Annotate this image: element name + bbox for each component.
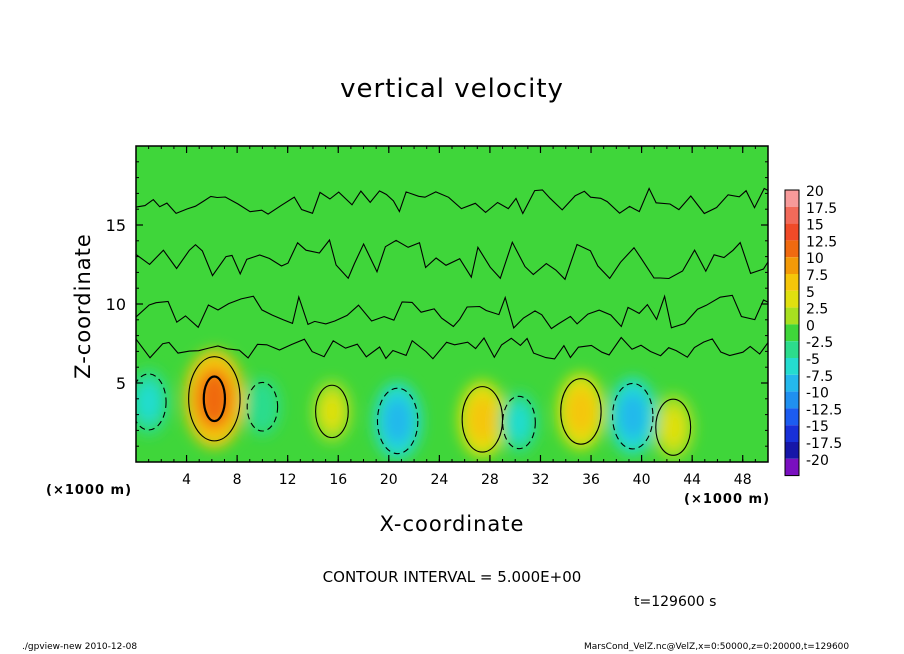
field-blob-core [566, 388, 596, 435]
colorbar-swatch [785, 442, 799, 459]
footer-left: ./gpview-new 2010-12-08 [22, 642, 138, 652]
colorbar-label: 15 [806, 218, 824, 234]
plot-area [136, 146, 768, 462]
contour-line [376, 387, 419, 455]
x-tick-label: 32 [532, 472, 550, 488]
colorbar-swatch [785, 425, 799, 442]
x-tick-label: 8 [233, 472, 242, 488]
x-tick-label: 24 [430, 472, 448, 488]
field-blob-core [320, 392, 344, 430]
time-stamp: t=129600 s [634, 594, 717, 610]
contour-line [560, 378, 602, 445]
colorbar-frame [784, 189, 800, 477]
contour-line [655, 398, 692, 456]
x-tick-label: 16 [329, 472, 347, 488]
colorbar-label: -17.5 [806, 436, 842, 452]
colorbar-swatch [785, 223, 799, 241]
colorbar-label: -5 [806, 352, 820, 368]
field-blob-core [383, 397, 412, 445]
contour-line-strong [202, 375, 227, 423]
colorbar-swatch [785, 458, 799, 476]
contour-line [136, 187, 768, 215]
colorbar-swatch [785, 374, 799, 392]
contour-line [315, 384, 349, 439]
x-axis-ticks: 4 8 12 16 20 24 28 32 36 40 44 48 [135, 146, 769, 488]
y-tick-label: 5 [116, 374, 126, 393]
colorbar-swatch [785, 274, 799, 291]
colorbar-swatch [785, 358, 799, 375]
colorbar-swatch [785, 240, 799, 258]
contour-line [502, 395, 536, 450]
x-tick-label: 28 [481, 472, 499, 488]
y-axis-label: Z-coordinate [71, 233, 95, 379]
colorbar-label: 2.5 [806, 302, 828, 318]
colorbar-swatch [785, 391, 799, 409]
colorbar-swatch [785, 257, 799, 274]
field-blob-core [251, 389, 274, 424]
x-tick-label: 12 [279, 472, 297, 488]
x-tick-label: 40 [633, 472, 651, 488]
colorbar: 2017.51512.5107.552.50-2.5-5-7.5-10-12.5… [784, 184, 842, 477]
x-unit-label-right: (×1000 m) [684, 492, 771, 507]
contour-line [612, 382, 654, 450]
colorbar-label: -15 [806, 419, 829, 435]
colorbar-label: -20 [806, 453, 829, 469]
x-tick-label: 4 [182, 472, 191, 488]
colorbar-swatch [785, 307, 799, 325]
colorbar-label: 10 [806, 251, 824, 267]
colorbar-label: 17.5 [806, 201, 837, 217]
colorbar-label: 7.5 [806, 268, 828, 284]
chart-title: vertical velocity [340, 74, 564, 104]
footer-right: MarsCond_VelZ.nc@VelZ,x=0:50000,z=0:2000… [584, 642, 850, 652]
colorbar-swatch [785, 324, 799, 342]
x-unit-label: (×1000 m) [46, 483, 133, 498]
colorbar-swatch [785, 341, 799, 358]
contour-line [136, 294, 768, 330]
y-tick-label: 10 [106, 295, 126, 314]
colorbar-label: 20 [806, 184, 824, 200]
contour-line [188, 356, 241, 442]
contour-interval: CONTOUR INTERVAL = 5.000E+00 [322, 568, 582, 586]
colorbar-label: -7.5 [806, 369, 833, 385]
contour-line [246, 381, 279, 432]
x-tick-label: 36 [582, 472, 600, 488]
contour-line [136, 373, 167, 431]
x-axis-label: X-coordinate [379, 512, 525, 536]
colorbar-label: -12.5 [806, 402, 842, 418]
colorbar-label: -2.5 [806, 335, 833, 351]
field-blob-core [618, 393, 648, 440]
field-blob-core [507, 404, 531, 441]
colorbar-swatch [785, 206, 799, 224]
colorbar-swatch [785, 190, 799, 207]
contour-line [136, 336, 768, 360]
contour-lines [136, 187, 768, 456]
x-tick-label: 20 [380, 472, 398, 488]
colorbar-label: 12.5 [806, 234, 837, 250]
contour-line [136, 238, 768, 281]
colorbar-swatch [785, 408, 799, 426]
x-tick-label: 48 [734, 472, 752, 488]
field-blob-core [468, 396, 497, 443]
colorbar-label: 0 [806, 318, 815, 334]
field-blob-core [196, 369, 233, 429]
field-blob-core [660, 407, 686, 448]
colorbar-label: 5 [806, 285, 815, 301]
y-tick-label: 15 [106, 216, 126, 235]
x-tick-label: 44 [683, 472, 701, 488]
field-blob-core [136, 382, 161, 422]
colorbar-swatch [785, 290, 799, 308]
colorbar-label: -10 [806, 386, 829, 402]
y-axis-ticks: 5 10 15 [106, 145, 768, 463]
